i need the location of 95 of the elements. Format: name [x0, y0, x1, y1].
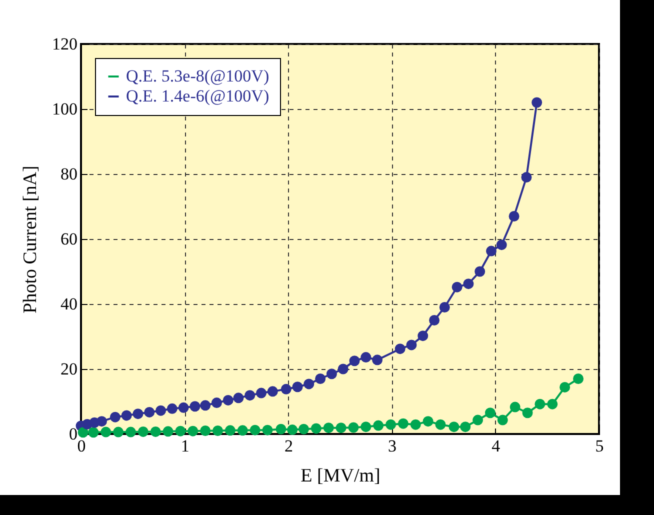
point	[484, 408, 496, 418]
x-tick-label: 1	[180, 436, 190, 456]
y-tick-label: 40	[60, 294, 78, 314]
point	[534, 398, 546, 410]
point	[394, 344, 406, 354]
point	[323, 422, 334, 434]
point	[560, 382, 570, 392]
y-tick-label: 20	[60, 360, 78, 378]
point	[222, 394, 234, 406]
point	[472, 414, 484, 426]
point	[262, 424, 273, 436]
point	[212, 426, 223, 436]
point	[406, 340, 417, 350]
point	[287, 424, 298, 436]
y-tick-label: 80	[60, 164, 78, 184]
point	[96, 416, 107, 427]
point	[448, 422, 460, 432]
point	[547, 398, 558, 410]
point	[474, 266, 486, 277]
point	[138, 426, 148, 437]
point	[386, 419, 396, 430]
point	[532, 97, 542, 108]
point	[372, 354, 383, 366]
point	[244, 390, 256, 401]
point	[496, 240, 507, 250]
point	[200, 426, 211, 436]
point	[429, 315, 440, 326]
point	[100, 426, 112, 438]
legend-label: Q.E. 1.4e-6(@100V)	[126, 86, 270, 106]
point	[125, 426, 136, 438]
point	[422, 416, 434, 427]
x-tick-label: 5	[595, 436, 604, 456]
point	[256, 388, 267, 398]
point	[398, 418, 408, 429]
y-tick-label: 0	[69, 424, 78, 444]
point	[508, 211, 520, 222]
point	[435, 419, 446, 430]
point	[315, 374, 326, 384]
point	[338, 364, 348, 374]
point	[224, 425, 236, 436]
y-tick-label: 100	[52, 100, 78, 118]
point	[573, 374, 584, 384]
point	[292, 382, 303, 392]
point	[276, 424, 286, 434]
point	[211, 398, 222, 408]
x-axis-title: E [MV/m]	[300, 466, 380, 486]
point	[439, 302, 450, 312]
point	[304, 378, 314, 390]
point	[310, 423, 322, 434]
point	[88, 427, 99, 438]
point	[150, 426, 161, 437]
point	[360, 352, 372, 363]
point	[175, 426, 186, 436]
point	[349, 356, 360, 366]
point	[521, 172, 532, 182]
point	[373, 420, 384, 431]
point	[110, 412, 120, 422]
point	[156, 405, 166, 416]
point	[298, 424, 309, 434]
point	[233, 392, 244, 404]
point	[510, 402, 520, 412]
point	[360, 422, 372, 432]
x-tick-label: 4	[492, 436, 501, 456]
point	[486, 246, 496, 256]
point	[200, 400, 211, 411]
point	[463, 278, 474, 290]
x-tick-label: 3	[388, 436, 397, 456]
point	[162, 426, 174, 437]
y-tick-label: 60	[60, 230, 78, 248]
point	[166, 403, 178, 414]
point	[144, 406, 155, 418]
point	[497, 414, 508, 426]
point	[348, 422, 359, 433]
point	[522, 408, 533, 418]
point	[113, 426, 124, 438]
point	[250, 424, 260, 436]
point	[190, 401, 200, 412]
point	[132, 408, 144, 420]
x-tick-label: 2	[284, 436, 293, 456]
point	[410, 419, 421, 430]
legend-label: Q.E. 5.3e-8(@100V)	[126, 66, 270, 86]
point	[267, 386, 278, 397]
point	[237, 425, 248, 436]
y-axis-title: Photo Current [nA]	[20, 166, 41, 314]
y-tick-label: 120	[52, 34, 78, 54]
point	[188, 426, 198, 436]
point	[280, 384, 292, 394]
point	[78, 427, 88, 438]
point	[460, 422, 471, 432]
point	[178, 402, 189, 413]
point	[326, 368, 337, 380]
point	[418, 330, 428, 342]
point	[336, 422, 346, 434]
point	[452, 282, 462, 292]
point	[121, 410, 132, 421]
